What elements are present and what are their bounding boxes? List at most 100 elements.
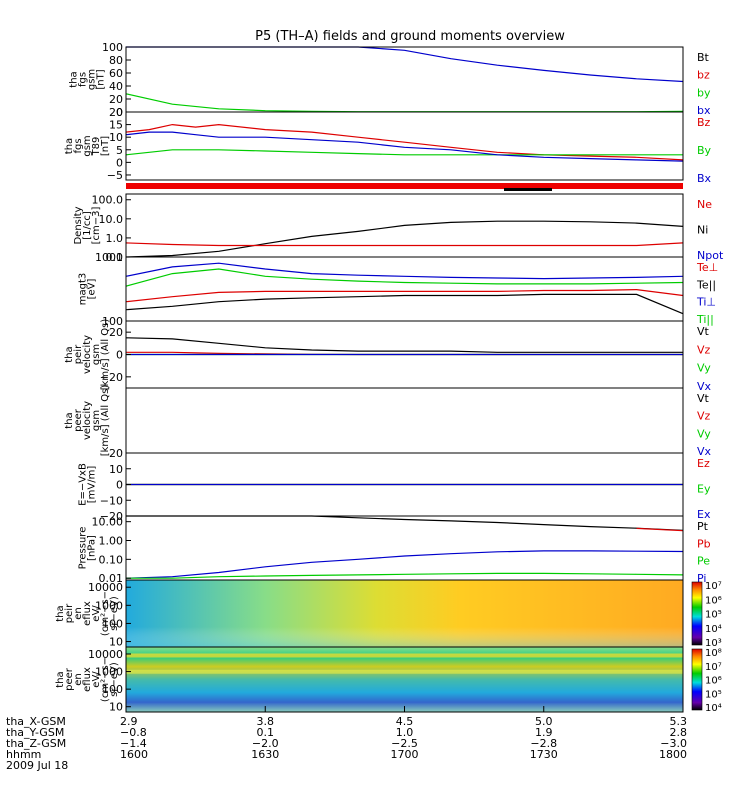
legend-pressure-Pt: Pt [697, 520, 709, 533]
x-row-label: tha_Z-GSM [6, 737, 66, 750]
y-axis-label: [nPa] [87, 535, 98, 561]
y-axis-label: gsm [91, 410, 102, 431]
y-tick-label: 1000 [95, 599, 123, 612]
x-row-label: hhmm [6, 748, 41, 761]
y-axis-label: eflux [82, 667, 93, 692]
y-tick-label: 0 [116, 106, 123, 119]
y-tick-label: 0.01 [99, 572, 124, 585]
series-temp-Te⊥ [125, 288, 684, 303]
y-axis-label: [cm−3] [91, 207, 102, 245]
series-density-Ne [125, 242, 684, 247]
x-tick-label: 2.9 [120, 715, 138, 728]
y-axis-label: eV/ [91, 605, 102, 622]
legend-pressure-Pb: Pb [697, 537, 711, 550]
y-tick-label: 80 [109, 54, 123, 67]
legend-peer_vel-Vy: Vy [697, 427, 711, 440]
x-row-label: tha_X-GSM [6, 715, 66, 728]
y-axis-label: velocity [82, 335, 93, 374]
legend-pressure-Pi: Pi [697, 572, 706, 585]
x-tick-label: 1800 [659, 748, 687, 761]
panel-efield: −20 −10 0 10 20 E=−VxB[mV/m] Ez Ey Ex [78, 447, 711, 523]
x-tick-label: −2.0 [252, 737, 279, 750]
y-tick-label: 20 [109, 447, 123, 460]
y-axis-label: tha [64, 138, 75, 154]
series-t89-By [125, 149, 683, 156]
y-axis-label: [eV] [87, 279, 98, 300]
series-density-Ni [125, 220, 684, 258]
colorbar-tick-label: 10⁵ [705, 689, 722, 700]
series-pressure-Pb [636, 527, 684, 532]
legend-fgs-bz: bz [697, 69, 710, 82]
panel-frame [125, 256, 684, 322]
y-axis-label: peir [73, 344, 84, 364]
y-tick-label: 0.1 [106, 251, 124, 264]
legend-t89-Bz: Bz [697, 116, 711, 129]
legend-peir_vel-Vy: Vy [697, 362, 711, 375]
legend-peir_vel-Vx: Vx [697, 380, 712, 393]
y-axis-label: tha [69, 71, 80, 87]
y-tick-label: 10 [109, 131, 123, 144]
colorbar-tick-label: 10⁸ [705, 648, 722, 659]
legend-efield-Ex: Ex [697, 508, 711, 521]
y-tick-label: 100 [102, 683, 123, 696]
figure-title: P5 (TH–A) fields and ground moments over… [255, 29, 565, 44]
series-temp-Ti|| [125, 268, 684, 287]
panel-temp: 100 1000 magt3[eV] Te⊥ Te|| Ti⊥ Ti|| [78, 251, 719, 328]
series-temp-Te|| [125, 293, 684, 315]
y-tick-label: 100 [102, 315, 123, 328]
y-axis-label: en [73, 673, 84, 686]
series-t89-Bz [125, 123, 684, 161]
y-axis-label: velocity [82, 401, 93, 440]
y-axis-label: [km/s] (All Qs) [100, 385, 111, 457]
y-axis-label: tha [55, 605, 66, 621]
y-axis-label: [mV/m] [87, 466, 98, 504]
panel-frame [125, 515, 684, 581]
series-t89-Bx [125, 131, 684, 162]
x-tick-label: −2.8 [530, 737, 557, 750]
y-axis-label: tha [64, 412, 75, 428]
y-axis-label: sr−eV) [109, 662, 120, 697]
availability-bar [126, 183, 683, 189]
series-peir_vel-Vt [125, 337, 683, 353]
y-axis-label: fgs [73, 138, 84, 153]
series-fgs-bx [126, 46, 684, 83]
legend-density-Ni: Ni [697, 224, 708, 237]
y-tick-label: 15 [109, 119, 123, 132]
legend-fgs-Bt: Bt [697, 51, 710, 64]
x-tick-label: 5.3 [670, 715, 688, 728]
x-tick-label: 1.0 [396, 726, 414, 739]
legend-t89-By: By [697, 144, 712, 157]
legend-peir_vel-Vz: Vz [697, 343, 711, 356]
x-row-label: tha_Y-GSM [6, 726, 64, 739]
legend-efield-Ez: Ez [697, 457, 710, 470]
series-pressure-Pt [126, 515, 684, 531]
y-tick-label: 10.0 [99, 213, 124, 226]
colorbar-peir_eflux [691, 581, 703, 646]
x-tick-label: 1.9 [535, 726, 553, 739]
legend-temp-Te||: Te|| [696, 278, 716, 291]
y-axis-label: peer [73, 408, 84, 432]
legend-peer_vel-Vx: Vx [697, 445, 712, 458]
y-axis-label: magt3 [78, 273, 89, 306]
y-axis-label: sr−eV) [109, 596, 120, 631]
y-tick-label: 10000 [88, 648, 123, 661]
x-row-label: 2009 Jul 18 [6, 759, 68, 772]
y-tick-label: 20 [109, 326, 123, 339]
colorbar-tick-label: 10⁴ [705, 624, 722, 635]
y-axis-label: gsm [82, 135, 93, 156]
y-tick-label: 60 [109, 67, 123, 80]
colorbar-tick-label: 10⁷ [705, 662, 722, 673]
x-tick-label: −1.4 [120, 737, 147, 750]
x-tick-label: 2.8 [670, 726, 688, 739]
legend-density-Ne: Ne [697, 198, 712, 211]
x-tick-label: 3.8 [257, 715, 275, 728]
panel-frame [125, 46, 684, 113]
colorbar-peer_eflux [691, 648, 703, 711]
panel-frame [125, 387, 684, 454]
y-axis-label: T89 [91, 137, 102, 157]
y-axis-label: peer [64, 667, 75, 691]
legend-temp-Ti⊥: Ti⊥ [696, 296, 716, 309]
